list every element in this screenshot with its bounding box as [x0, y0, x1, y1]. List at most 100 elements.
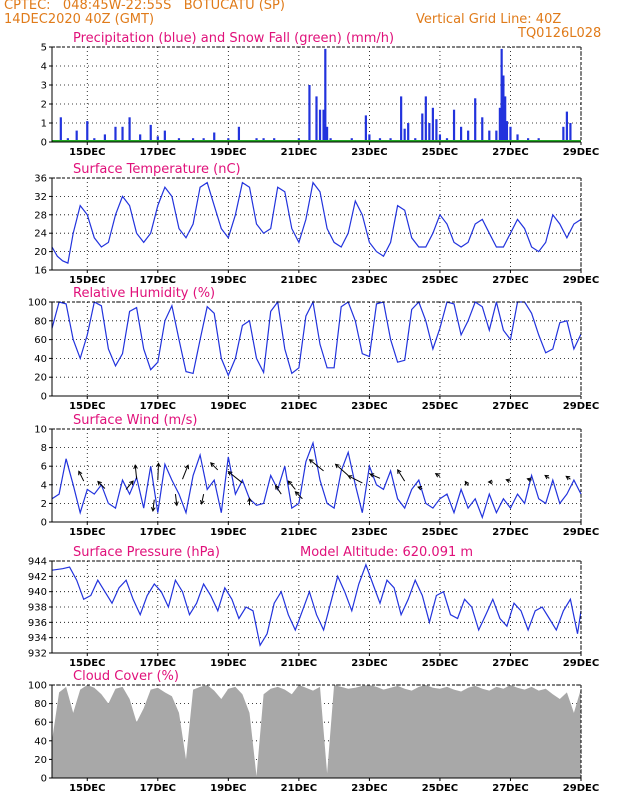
- wind-arrow: [152, 499, 155, 511]
- wind-arrow: [134, 465, 138, 480]
- x-tick-label: 25DEC: [422, 275, 458, 286]
- wind-arrow-head: [505, 478, 511, 483]
- wind-arrow-head: [150, 507, 156, 512]
- x-tick-label: 25DEC: [422, 401, 458, 412]
- x-tick-label: 23DEC: [351, 275, 387, 286]
- wind-arrow: [125, 480, 134, 490]
- wind-arrow: [295, 491, 303, 500]
- precip-bar: [400, 96, 403, 142]
- x-tick-label: 27DEC: [492, 658, 528, 669]
- panel-title: Surface Temperature (nC): [73, 162, 241, 177]
- wind-arrow: [287, 480, 296, 490]
- x-tick-label: 15DEC: [69, 658, 105, 669]
- panel-title: Precipitation (blue) and Snow Fall (gree…: [73, 31, 394, 46]
- x-tick-label: 17DEC: [140, 275, 176, 286]
- x-tick-label: 17DEC: [140, 658, 176, 669]
- wind-arrow-head: [334, 463, 340, 469]
- precip-bar: [308, 85, 311, 142]
- x-tick-label: 23DEC: [351, 527, 387, 538]
- y-tick-label: 36: [34, 174, 47, 185]
- x-tick-label: 23DEC: [351, 658, 387, 669]
- y-tick-label: 40: [34, 354, 47, 365]
- precip-bar: [213, 132, 216, 142]
- x-tick-label: 19DEC: [210, 658, 246, 669]
- precip-bar: [428, 123, 431, 142]
- x-tick-label: 23DEC: [351, 147, 387, 158]
- precip-bar: [103, 134, 106, 142]
- wind-arrow-head: [526, 477, 532, 483]
- wind-arrow: [228, 471, 243, 484]
- precip-bar: [435, 119, 438, 142]
- x-tick-label: 29DEC: [563, 275, 599, 286]
- y-tick-label: 32: [34, 192, 47, 203]
- precip-bar: [452, 109, 456, 142]
- x-tick-label: 29DEC: [563, 658, 599, 669]
- wind-arrow-head: [464, 480, 470, 486]
- y-tick-label: 0: [41, 138, 47, 149]
- y-tick-label: 938: [28, 603, 47, 614]
- y-tick-label: 0: [41, 774, 47, 785]
- wind-arrow-head: [247, 497, 252, 503]
- precip-bar: [128, 117, 131, 142]
- x-tick-label: 25DEC: [422, 783, 458, 794]
- wind-arrow-head: [275, 484, 280, 490]
- x-tick-label: 19DEC: [210, 401, 246, 412]
- run-code: TQ0126L028: [518, 26, 602, 41]
- wind-arrow-head: [294, 491, 300, 496]
- x-tick-label: 21DEC: [281, 275, 317, 286]
- x-tick-label: 17DEC: [140, 401, 176, 412]
- y-tick-label: 80: [34, 316, 47, 327]
- precip-bar: [318, 109, 322, 142]
- panel-title: Surface Pressure (hPa): [73, 545, 220, 560]
- wind-arrow: [348, 475, 363, 484]
- precip-bar: [431, 107, 434, 142]
- precip-bar: [163, 130, 166, 142]
- y-tick-label: 100: [28, 298, 47, 309]
- precip-bar: [481, 117, 484, 142]
- x-tick-label: 21DEC: [281, 658, 317, 669]
- panel-subtitle: Model Altitude: 620.091 m: [300, 545, 473, 560]
- x-tick-label: 21DEC: [281, 527, 317, 538]
- precip-bar: [407, 123, 410, 142]
- wind-arrow: [157, 463, 159, 481]
- x-tick-label: 25DEC: [422, 527, 458, 538]
- precip-bar: [569, 123, 572, 142]
- y-tick-label: 4: [41, 480, 47, 491]
- wind-arrow-head: [287, 480, 293, 486]
- precip-bar: [368, 134, 371, 142]
- x-tick-label: 15DEC: [69, 401, 105, 412]
- y-tick-label: 20: [34, 373, 47, 384]
- precip-bar: [565, 111, 568, 142]
- wind-arrow-head: [565, 475, 571, 481]
- x-tick-label: 15DEC: [69, 527, 105, 538]
- y-tick-label: 100: [28, 681, 47, 692]
- precip-bar: [315, 96, 318, 142]
- y-tick-label: 10: [34, 425, 47, 436]
- wind-arrow: [97, 481, 106, 489]
- y-tick-label: 20: [34, 755, 47, 766]
- y-tick-label: 2: [41, 100, 47, 111]
- x-tick-label: 25DEC: [422, 147, 458, 158]
- y-tick-label: 60: [34, 335, 47, 346]
- wind-arrow-head: [133, 464, 138, 470]
- y-tick-label: 40: [34, 736, 47, 747]
- wind-arrow-head: [417, 485, 423, 491]
- precip-bar: [562, 126, 565, 142]
- x-tick-label: 27DEC: [492, 401, 528, 412]
- x-tick-label: 23DEC: [351, 401, 387, 412]
- precip-bar: [364, 115, 367, 142]
- x-tick-label: 17DEC: [140, 527, 176, 538]
- cloud-cover-area: [52, 685, 581, 778]
- y-tick-label: 942: [28, 572, 47, 583]
- x-tick-label: 17DEC: [140, 147, 176, 158]
- wind-arrow-head: [369, 473, 375, 478]
- wind-arrow: [275, 485, 282, 495]
- y-tick-label: 60: [34, 718, 47, 729]
- precip-bar: [505, 121, 509, 142]
- wind-arrow: [78, 471, 85, 482]
- wind-arrow: [210, 462, 219, 471]
- x-tick-label: 19DEC: [210, 527, 246, 538]
- y-tick-label: 944: [28, 557, 47, 568]
- wind-arrow: [309, 459, 324, 472]
